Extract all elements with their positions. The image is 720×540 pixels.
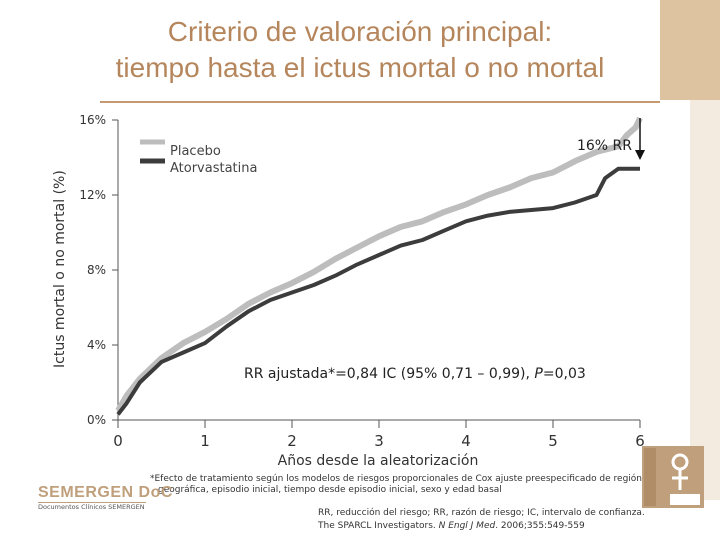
p-label: P bbox=[534, 366, 543, 382]
footnote-line-1: *Efecto de tratamiento según los modelos… bbox=[150, 474, 643, 484]
legend-label-atorvastatina: Atorvastatina bbox=[170, 161, 257, 176]
brand-divider bbox=[38, 502, 146, 503]
x-tick-label: 2 bbox=[287, 432, 297, 450]
reference-line-1: RR, reducción del riesgo; RR, razón de r… bbox=[318, 508, 645, 518]
title-line-1: Criterio de valoración principal: bbox=[167, 16, 553, 47]
x-tick-label: 3 bbox=[374, 432, 384, 450]
reference-journal: N Engl J Med bbox=[438, 521, 496, 531]
x-tick-label: 6 bbox=[635, 432, 645, 450]
title-line-2: tiempo hasta el ictus mortal o no mortal bbox=[115, 52, 605, 83]
x-tick-label: 4 bbox=[461, 432, 471, 450]
brand-logo: SEMERGEN DoC bbox=[38, 484, 173, 501]
y-tick-label: 4% bbox=[87, 338, 106, 352]
slide-title: Criterio de valoración principal: tiempo… bbox=[60, 14, 660, 86]
y-tick-label: 12% bbox=[79, 188, 106, 202]
rr-annotation: 16% RR bbox=[577, 138, 632, 154]
adjusted-rr-text: RR ajustada*=0,84 IC (95% 0,71 – 0,99), bbox=[244, 366, 534, 382]
x-axis-label: Años desde la aleatorización bbox=[278, 453, 479, 469]
reference-suffix: . 2006;355:549-559 bbox=[495, 521, 585, 531]
reference-line-2: The SPARCL Investigators. N Engl J Med. … bbox=[318, 520, 658, 533]
y-tick-label: 0% bbox=[87, 413, 106, 427]
series-line-atorvastatina bbox=[116, 166, 640, 416]
y-tick-label: 8% bbox=[87, 263, 106, 277]
series-line-placebo bbox=[115, 116, 643, 413]
decorative-side-stripe bbox=[690, 100, 720, 500]
rr-arrow-head bbox=[635, 150, 645, 160]
legend-label-placebo: Placebo bbox=[170, 144, 221, 159]
reference: RR, reducción del riesgo; RR, razón de r… bbox=[318, 507, 658, 533]
p-value: =0,03 bbox=[543, 366, 586, 382]
adjusted-rr-annotation: RR ajustada*=0,84 IC (95% 0,71 – 0,99), … bbox=[244, 366, 586, 382]
x-tick-label: 5 bbox=[548, 432, 558, 450]
x-tick-label: 0 bbox=[113, 432, 123, 450]
decorative-top-bar bbox=[660, 0, 720, 100]
footnote: *Efecto de tratamiento según los modelos… bbox=[150, 474, 650, 496]
semergen-ap-logo bbox=[642, 446, 704, 508]
brand-subtitle: Documentos Clínicos SEMERGEN bbox=[38, 503, 145, 511]
y-tick-label: 16% bbox=[79, 113, 106, 127]
title-divider bbox=[100, 101, 660, 103]
footnote-line-2: geográfica, episodio inicial, tiempo des… bbox=[158, 485, 502, 495]
reference-prefix: The SPARCL Investigators. bbox=[318, 521, 439, 531]
x-tick-label: 1 bbox=[200, 432, 210, 450]
